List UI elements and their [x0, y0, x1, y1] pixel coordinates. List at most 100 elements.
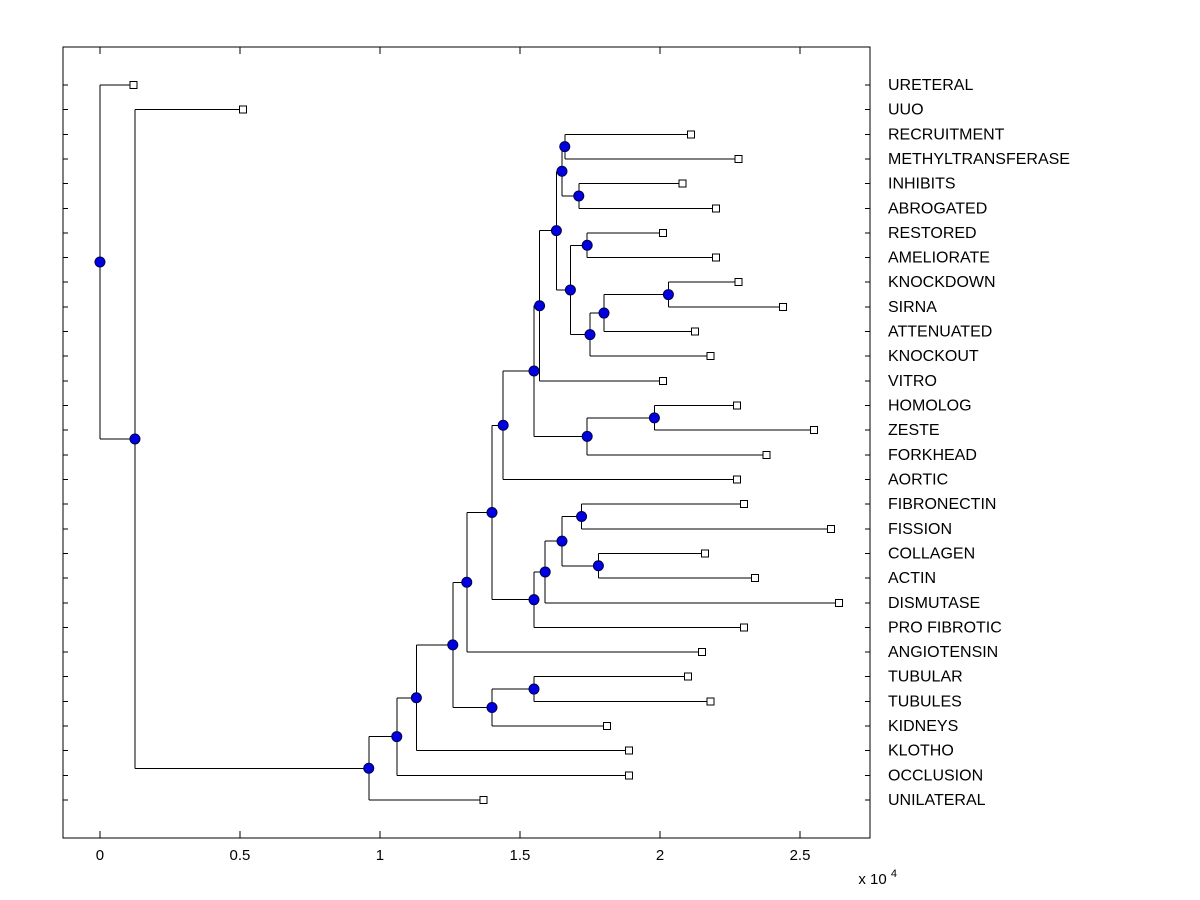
- leaf-marker[interactable]: [809, 426, 818, 435]
- leaf-label: HOMOLOG: [888, 398, 972, 415]
- x-tick-label: 1: [376, 847, 384, 864]
- branch-node-marker[interactable]: [648, 412, 660, 424]
- leaf-marker[interactable]: [706, 352, 715, 361]
- leaf-marker[interactable]: [734, 278, 743, 287]
- leaf-marker[interactable]: [683, 672, 692, 681]
- leaf-nodes: URETERAL UUO RECRUITMENT METHYLTRANSFERASE I…: [129, 77, 1070, 809]
- leaf-label: FIBRONECTIN: [888, 496, 996, 513]
- leaf-marker[interactable]: [238, 105, 247, 114]
- leaf-label: RESTORED: [888, 225, 977, 242]
- leaf-marker[interactable]: [732, 475, 741, 484]
- branch-node-marker[interactable]: [581, 239, 593, 251]
- branch-node-marker[interactable]: [363, 762, 375, 774]
- leaf-label: METHYLTRANSFERASE: [888, 151, 1070, 168]
- branch-node-marker[interactable]: [528, 683, 540, 695]
- leaf-label: UNILATERAL: [888, 792, 986, 809]
- branch-node-marker[interactable]: [539, 566, 551, 578]
- leaf-marker[interactable]: [762, 450, 771, 459]
- leaf-marker[interactable]: [734, 154, 743, 163]
- leaf-marker[interactable]: [658, 228, 667, 237]
- leaf-label: COLLAGEN: [888, 545, 975, 562]
- x-axis-exponent: x 10 4: [858, 868, 897, 888]
- leaf-marker[interactable]: [678, 179, 687, 188]
- branch-node-marker[interactable]: [662, 289, 674, 301]
- branches: [99, 84, 840, 801]
- branch-node-marker[interactable]: [486, 506, 498, 518]
- leaf-marker[interactable]: [700, 549, 709, 558]
- branch-node-marker[interactable]: [556, 165, 568, 177]
- branch-node-marker[interactable]: [556, 535, 568, 547]
- branch-node-marker[interactable]: [598, 307, 610, 319]
- leaf-marker[interactable]: [739, 623, 748, 632]
- leaf-label: ATTENUATED: [888, 324, 992, 341]
- branch-node-marker[interactable]: [461, 576, 473, 588]
- branch-node-marker[interactable]: [550, 225, 562, 237]
- branch-node-marker[interactable]: [528, 594, 540, 606]
- leaf-label: KNOCKOUT: [888, 348, 979, 365]
- leaf-marker[interactable]: [751, 574, 760, 583]
- branch-node-marker[interactable]: [129, 433, 141, 445]
- branch-node-marker[interactable]: [584, 329, 596, 341]
- branch-node-marker[interactable]: [94, 256, 106, 268]
- leaf-label: ZESTE: [888, 422, 940, 439]
- leaf-label: FORKHEAD: [888, 447, 977, 464]
- leaf-label: SIRNA: [888, 299, 937, 316]
- leaf-label: FISSION: [888, 521, 952, 538]
- branch-node-marker[interactable]: [592, 560, 604, 572]
- leaf-label: RECRUITMENT: [888, 126, 1005, 143]
- leaf-marker[interactable]: [658, 376, 667, 385]
- leaf-marker[interactable]: [835, 598, 844, 607]
- leaf-marker[interactable]: [602, 722, 611, 731]
- leaf-marker[interactable]: [625, 746, 634, 755]
- leaf-marker[interactable]: [779, 302, 788, 311]
- leaf-marker[interactable]: [739, 500, 748, 509]
- leaf-label: ACTIN: [888, 570, 936, 587]
- x-tick-label: 2: [656, 847, 664, 864]
- leaf-label: KNOCKDOWN: [888, 274, 996, 291]
- leaf-marker[interactable]: [479, 796, 488, 804]
- x-tick-label: 1.5: [510, 847, 531, 864]
- leaf-marker[interactable]: [625, 771, 634, 780]
- x-tick-label: 0: [96, 847, 104, 864]
- axis-ticks: [63, 47, 870, 838]
- branch-node-marker[interactable]: [573, 190, 585, 202]
- leaf-label: TUBULAR: [888, 669, 963, 686]
- leaf-label: UUO: [888, 102, 924, 119]
- leaf-marker[interactable]: [706, 697, 715, 706]
- branch-nodes: [94, 141, 674, 774]
- x-tick-label: 2.5: [790, 847, 811, 864]
- branch-node-marker[interactable]: [486, 702, 498, 714]
- leaf-label: ABROGATED: [888, 200, 987, 217]
- leaf-marker[interactable]: [732, 401, 741, 410]
- leaf-marker[interactable]: [711, 253, 720, 262]
- leaf-marker[interactable]: [690, 327, 699, 336]
- leaf-marker[interactable]: [826, 524, 835, 533]
- leaf-label: AMELIORATE: [888, 250, 990, 267]
- branch-node-marker[interactable]: [528, 365, 540, 377]
- branch-node-marker[interactable]: [559, 141, 571, 153]
- leaf-marker[interactable]: [686, 130, 695, 139]
- branch-node-marker[interactable]: [497, 419, 509, 431]
- branch-node-marker[interactable]: [576, 510, 588, 522]
- leaf-label: KIDNEYS: [888, 718, 958, 735]
- branch-node-marker[interactable]: [564, 284, 576, 296]
- branch-node-marker[interactable]: [534, 300, 546, 312]
- x-tick-labels: 0 0.5 1 1.5 2 2.5: [96, 847, 811, 864]
- branch-node-marker[interactable]: [391, 731, 403, 743]
- leaf-label: OCCLUSION: [888, 767, 983, 784]
- leaf-label: PRO FIBROTIC: [888, 619, 1002, 636]
- leaf-label: TUBULES: [888, 693, 962, 710]
- leaf-label: KLOTHO: [888, 743, 954, 760]
- leaf-marker[interactable]: [711, 204, 720, 213]
- branch-node-marker[interactable]: [447, 639, 459, 651]
- leaf-marker[interactable]: [129, 81, 138, 89]
- leaf-label: INHIBITS: [888, 176, 956, 193]
- plot-box: [62, 46, 871, 839]
- leaf-marker[interactable]: [697, 648, 706, 657]
- branch-node-marker[interactable]: [410, 692, 422, 704]
- x-tick-label: 0.5: [230, 847, 251, 864]
- leaf-label: VITRO: [888, 373, 937, 390]
- branch-node-marker[interactable]: [581, 430, 593, 442]
